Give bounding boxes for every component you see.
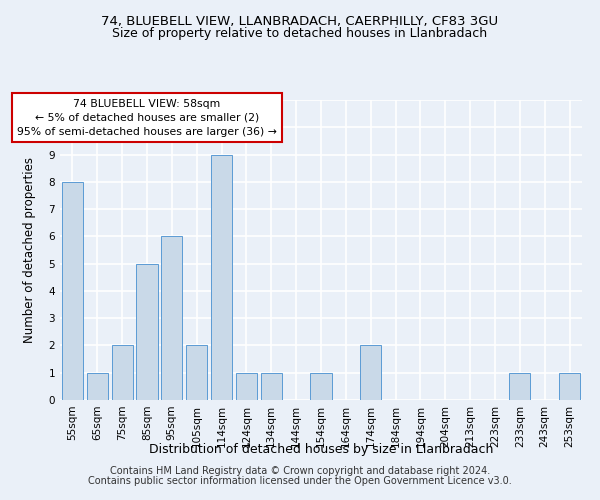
Bar [360,346,381,400]
Bar [161,236,182,400]
Y-axis label: Number of detached properties: Number of detached properties [23,157,37,343]
Bar [136,264,158,400]
Text: Size of property relative to detached houses in Llanbradach: Size of property relative to detached ho… [112,28,488,40]
Text: Distribution of detached houses by size in Llanbradach: Distribution of detached houses by size … [149,442,493,456]
Bar [186,346,207,400]
Text: 74, BLUEBELL VIEW, LLANBRADACH, CAERPHILLY, CF83 3GU: 74, BLUEBELL VIEW, LLANBRADACH, CAERPHIL… [101,15,499,28]
Bar [236,372,257,400]
Text: 74 BLUEBELL VIEW: 58sqm
← 5% of detached houses are smaller (2)
95% of semi-deta: 74 BLUEBELL VIEW: 58sqm ← 5% of detached… [17,98,277,136]
Text: Contains public sector information licensed under the Open Government Licence v3: Contains public sector information licen… [88,476,512,486]
Bar [211,154,232,400]
Bar [310,372,332,400]
Bar [62,182,83,400]
Bar [112,346,133,400]
Text: Contains HM Land Registry data © Crown copyright and database right 2024.: Contains HM Land Registry data © Crown c… [110,466,490,476]
Bar [261,372,282,400]
Bar [559,372,580,400]
Bar [87,372,108,400]
Bar [509,372,530,400]
